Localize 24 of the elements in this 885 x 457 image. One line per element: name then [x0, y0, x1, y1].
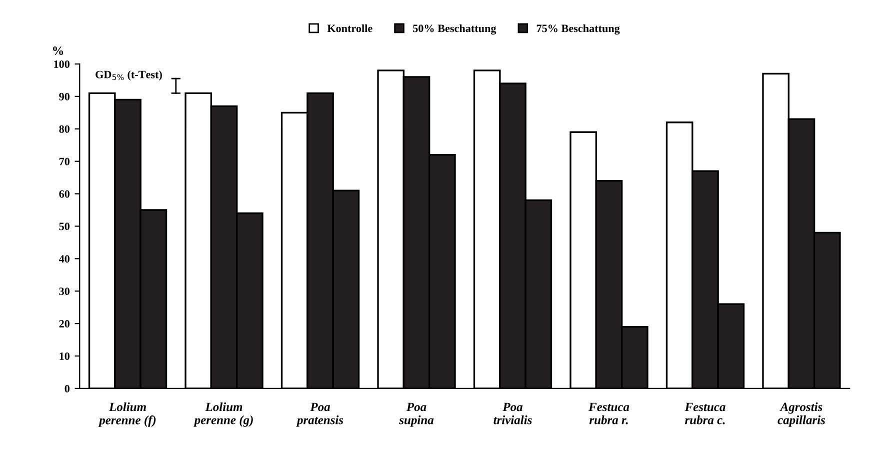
y-tick-label: 100	[54, 60, 70, 68]
y-tick-label: 50	[59, 222, 70, 230]
y-tick-label: 0	[64, 384, 70, 392]
legend-label: Kontrolle	[327, 24, 372, 32]
legend-label: 75% Beschattung	[536, 24, 620, 35]
x-tick-label: Poa pratensis	[296, 402, 344, 427]
x-tick-label: Agrostis capillaris	[778, 402, 826, 427]
x-tick-label: Lolium perenne (g)	[193, 402, 253, 427]
legend-label: 50% Beschattung	[413, 24, 496, 35]
y-tick-label: 10	[60, 352, 70, 360]
y-tick-label: 20	[59, 320, 70, 328]
y-tick-label: 70	[59, 158, 70, 166]
y-tick-label: 40	[58, 255, 70, 263]
y-axis-title: %	[53, 46, 64, 55]
x-tick-label: Poa trivialis	[494, 402, 532, 424]
x-tick-label: Lolium perenne (f)	[98, 402, 156, 427]
y-tick-label: 80	[59, 125, 70, 133]
x-tick-label: Festuca rubra r.	[588, 402, 630, 424]
y-tick-label: 90	[59, 92, 70, 100]
x-tick-label: Festuca rubra c.	[684, 402, 726, 424]
x-tick-label: Poa supina	[399, 402, 434, 427]
annotation: GD$_{5%}$ (t-Test)	[96, 70, 162, 81]
y-tick-label: 30	[59, 288, 70, 296]
y-tick-label: 60	[59, 190, 70, 198]
